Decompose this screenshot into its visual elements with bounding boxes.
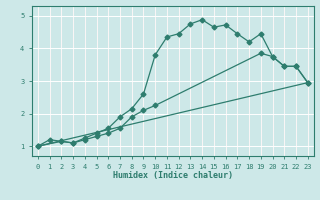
X-axis label: Humidex (Indice chaleur): Humidex (Indice chaleur) (113, 171, 233, 180)
